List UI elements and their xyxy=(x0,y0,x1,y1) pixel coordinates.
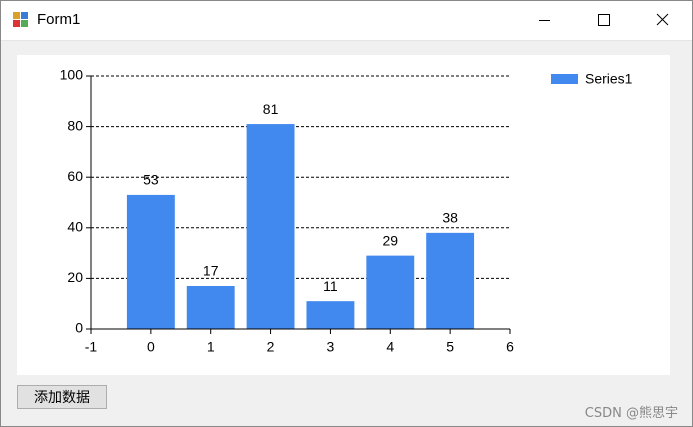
add-data-button[interactable]: 添加数据 xyxy=(17,385,107,409)
maximize-button[interactable] xyxy=(598,14,610,26)
title-icons xyxy=(13,12,669,27)
window-title: Form1 xyxy=(37,11,81,28)
y-tick-label: 20 xyxy=(67,269,83,285)
app-icon xyxy=(13,12,20,19)
legend-swatch xyxy=(551,74,578,84)
data-label: 38 xyxy=(442,210,458,226)
y-tick-label: 100 xyxy=(60,67,84,83)
x-tick-label: 0 xyxy=(147,339,155,355)
app-icon xyxy=(21,12,28,19)
y-tick-label: 80 xyxy=(67,117,83,133)
app-icon xyxy=(13,20,20,27)
legend-label: Series1 xyxy=(585,71,633,87)
bar xyxy=(306,301,355,329)
x-tick-label: 5 xyxy=(446,339,454,355)
y-tick-label: 0 xyxy=(75,320,83,336)
close-button[interactable] xyxy=(656,13,669,26)
data-label: 81 xyxy=(263,101,279,117)
watermark: CSDN @熊思宇 xyxy=(584,406,678,421)
x-tick-label: 1 xyxy=(207,339,215,355)
data-label: 53 xyxy=(143,172,159,188)
data-label: 17 xyxy=(203,263,219,279)
bar xyxy=(426,232,475,329)
bar xyxy=(246,124,295,329)
data-label: 29 xyxy=(382,232,398,248)
x-tick-label: 2 xyxy=(267,339,275,355)
bar xyxy=(186,285,235,329)
bar xyxy=(126,194,175,329)
x-tick-label: -1 xyxy=(85,339,98,355)
y-tick-label: 60 xyxy=(67,168,83,184)
x-tick-label: 3 xyxy=(327,339,335,355)
x-tick-label: 4 xyxy=(386,339,394,355)
y-tick-label: 40 xyxy=(67,219,83,235)
app-icon xyxy=(21,20,28,27)
bar xyxy=(366,255,415,329)
data-label: 11 xyxy=(323,278,338,294)
x-tick-label: 6 xyxy=(506,339,514,355)
title-bar: Form1 xyxy=(1,1,692,41)
